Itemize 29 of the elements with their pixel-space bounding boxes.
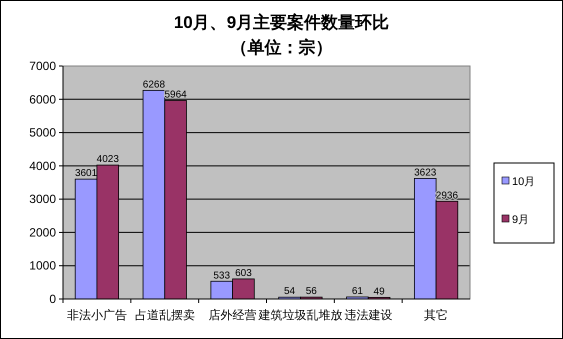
data-label: 603: [235, 268, 252, 279]
chart-subtitle: （单位：宗）: [230, 38, 332, 57]
data-label: 5964: [164, 89, 188, 100]
y-tick-label: 4000: [29, 158, 56, 173]
y-tick-label: 7000: [29, 59, 56, 73]
legend-label: 9月: [512, 214, 530, 226]
x-tick-label: 违法建设: [344, 308, 392, 322]
data-label: 61: [352, 286, 364, 297]
y-tick-label: 1000: [29, 258, 56, 273]
chart-title: 10月、9月主要案件数量环比: [174, 12, 390, 32]
x-tick-label: 非法小广告: [66, 308, 127, 322]
data-label: 56: [306, 286, 318, 298]
legend-label: 10月: [512, 176, 536, 188]
data-label: 49: [374, 286, 386, 298]
data-label: 54: [284, 286, 296, 298]
data-label: 6268: [142, 79, 166, 90]
y-tick-label: 0: [49, 292, 56, 306]
x-tick-label: 其它: [424, 308, 448, 322]
data-label: 4023: [96, 154, 120, 166]
data-label: 3623: [414, 167, 437, 178]
x-tick-label: 占道乱摆卖: [134, 308, 195, 322]
y-tick-label: 5000: [29, 126, 56, 140]
data-label: 3601: [74, 168, 98, 180]
x-tick-label: 建筑垃圾乱堆放: [257, 308, 342, 322]
y-tick-label: 3000: [29, 192, 56, 206]
y-tick-label: 2000: [29, 225, 56, 240]
x-tick-label: 店外经营: [208, 308, 257, 322]
data-label: 533: [213, 270, 231, 282]
y-tick-label: 6000: [29, 92, 56, 106]
